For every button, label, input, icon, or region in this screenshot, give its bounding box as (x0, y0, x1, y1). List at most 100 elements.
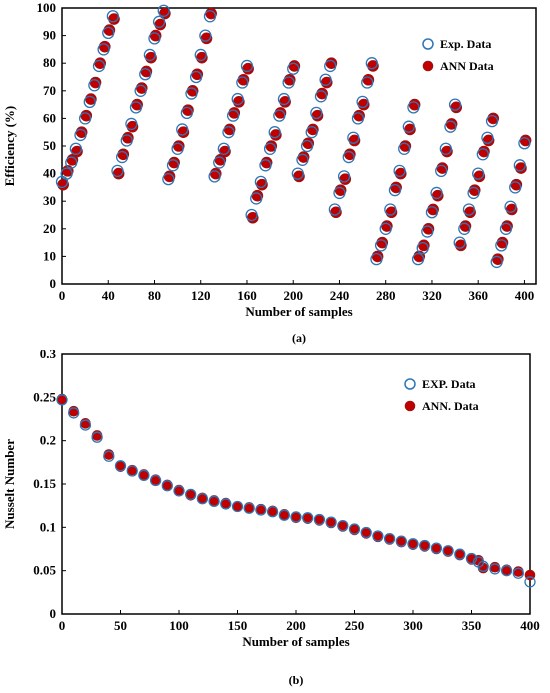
exp-data-point (490, 255, 503, 269)
y-tick-label: 0.25 (33, 389, 56, 404)
exp-data-point (250, 192, 263, 205)
exp-data-point (444, 120, 457, 133)
exp-data-point (125, 117, 138, 131)
exp-data-point (259, 159, 272, 172)
exp-data-point (106, 10, 120, 23)
exp-data-point (500, 565, 513, 577)
exp-data-point (291, 167, 304, 180)
exp-data-point (333, 186, 346, 200)
exp-data-point (481, 131, 494, 144)
legend-ann-label: ANN. Data (422, 399, 479, 413)
y-tick-label: 60 (43, 110, 56, 125)
exp-data-point (115, 150, 129, 164)
exp-data-point (453, 236, 466, 249)
exp-data-point (60, 167, 73, 180)
exp-data-point (199, 29, 212, 42)
exp-data-point (388, 184, 402, 197)
y-tick-label: 10 (43, 248, 56, 263)
exp-data-point (302, 512, 314, 524)
exp-data-point (419, 539, 431, 552)
y-tick-label: 30 (43, 193, 56, 208)
exp-data-point (185, 87, 198, 100)
x-tick-label: 350 (462, 618, 482, 633)
exp-data-point (231, 500, 244, 513)
exp-data-point (328, 203, 341, 216)
exp-data-point (152, 15, 166, 28)
x-tick-label: 150 (228, 618, 248, 633)
x-tick-label: 40 (102, 288, 115, 303)
exp-data-point (266, 506, 279, 518)
exp-data-point (79, 419, 92, 431)
exp-data-point (129, 101, 143, 114)
exp-data-point (236, 76, 249, 89)
exp-data-point (149, 474, 162, 487)
x-tick-label: 200 (286, 618, 306, 633)
exp-data-point (402, 120, 415, 133)
exp-data-point (65, 156, 78, 169)
exp-data-point (430, 186, 443, 200)
y-tick-label: 80 (43, 55, 56, 70)
exp-data-point (370, 253, 383, 266)
exp-data-point (425, 206, 439, 219)
exp-data-point (97, 43, 110, 56)
exp-data-point (278, 509, 290, 521)
exp-data-point (268, 126, 281, 139)
y-tick-label: 40 (43, 166, 56, 181)
exp-data-point (435, 164, 448, 177)
exp-data-point (208, 495, 220, 507)
exp-data-point (290, 511, 302, 523)
panel-caption: (a) (292, 331, 306, 345)
x-tick-label: 320 (422, 288, 442, 303)
chart-panel-a: 0 10 20 30 40 50 60 70 80 90 100 0 40 80 120 160 200 240 2… (2, 0, 537, 345)
chart-panel-b: 0 0.05 0.1 0.15 0.2 0.25 0.3 0 50 100 150 200 250 300… (0, 350, 550, 693)
exp-data-point (56, 394, 68, 406)
exp-data-point (91, 431, 103, 443)
exp-data-point (138, 469, 150, 481)
y-tick-label: 50 (43, 138, 56, 153)
legend-exp-label: Exp. Data (440, 37, 491, 51)
y-axis-title: Efficiency (%) (2, 106, 17, 187)
exp-data-point (194, 48, 207, 62)
exp-data-point (489, 563, 501, 575)
exp-data-point (68, 407, 80, 419)
y-tick-label: 0.15 (33, 476, 56, 491)
exp-data-point (143, 48, 157, 62)
exp-data-point (476, 148, 489, 161)
exp-data-point (509, 181, 522, 194)
exp-data-point (296, 153, 309, 166)
efficiency-scatter-chart: 0 10 20 30 40 50 60 70 80 90 100 0 40 80 120 160 200 240 2… (2, 0, 537, 345)
exp-data-point (203, 10, 217, 23)
exp-data-point (273, 109, 286, 122)
exp-data-point (69, 142, 83, 155)
y-tick-label: 20 (43, 221, 56, 236)
exp-data-point (325, 516, 337, 528)
exp-data-point (384, 203, 397, 216)
exp-data-point (245, 208, 258, 222)
exp-data-point (462, 203, 476, 216)
exp-data-point (454, 548, 466, 560)
exp-data-point (372, 530, 384, 542)
y-tick-label: 90 (43, 28, 56, 43)
exp-data-point (416, 241, 429, 255)
x-tick-label: 400 (520, 618, 540, 633)
exp-data-point (78, 112, 92, 125)
exp-data-point (360, 526, 372, 539)
exp-data-point (374, 239, 388, 252)
x-tick-label: 0 (59, 618, 66, 633)
exp-data-point (398, 142, 411, 155)
exp-data-point (226, 109, 240, 122)
exp-data-point (282, 76, 295, 89)
exp-data-point (356, 95, 369, 108)
exp-data-point (161, 480, 173, 492)
exp-data-point (477, 560, 489, 572)
y-tick-label: 70 (43, 83, 56, 98)
exp-data-point (379, 222, 392, 235)
x-tick-label: 100 (169, 618, 189, 633)
y-axis-title: Nusselt Number (2, 439, 17, 529)
exp-data-point (300, 139, 314, 153)
x-tick-label: 120 (191, 288, 211, 303)
exp-data-point (222, 126, 235, 139)
legend-exp-marker (422, 38, 434, 50)
x-axis-title: Number of samples (245, 304, 352, 319)
exp-data-point (499, 222, 513, 235)
